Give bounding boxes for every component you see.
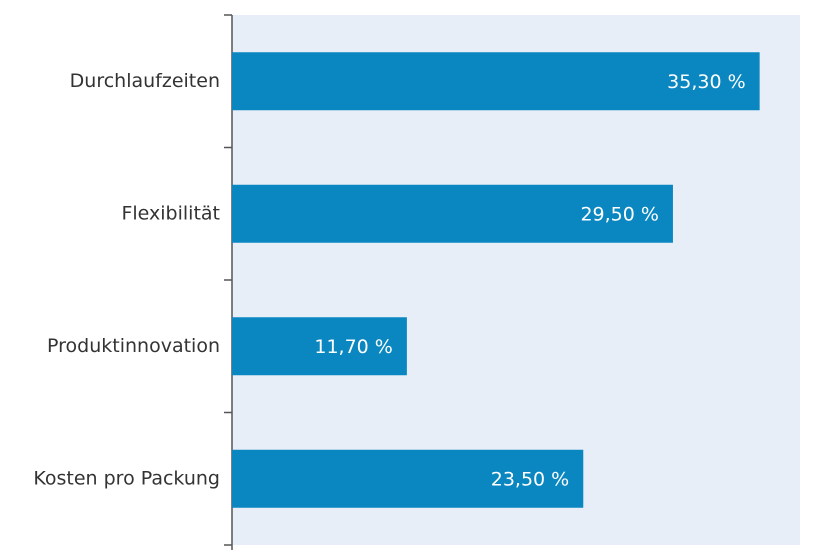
bar xyxy=(232,184,673,243)
data-label: 11,70 % xyxy=(314,336,393,358)
y-tick-label: Flexibilität xyxy=(121,202,220,224)
bar xyxy=(232,449,584,508)
data-label: 35,30 % xyxy=(667,71,746,93)
y-tick-label: Kosten pro Packung xyxy=(33,467,220,489)
bar xyxy=(232,317,407,376)
y-tick-label: Durchlaufzeiten xyxy=(70,70,220,92)
data-label: 29,50 % xyxy=(580,203,659,225)
y-tick-label: Produktinnovation xyxy=(47,335,220,357)
data-label: 23,50 % xyxy=(491,468,570,490)
bar xyxy=(232,52,760,111)
